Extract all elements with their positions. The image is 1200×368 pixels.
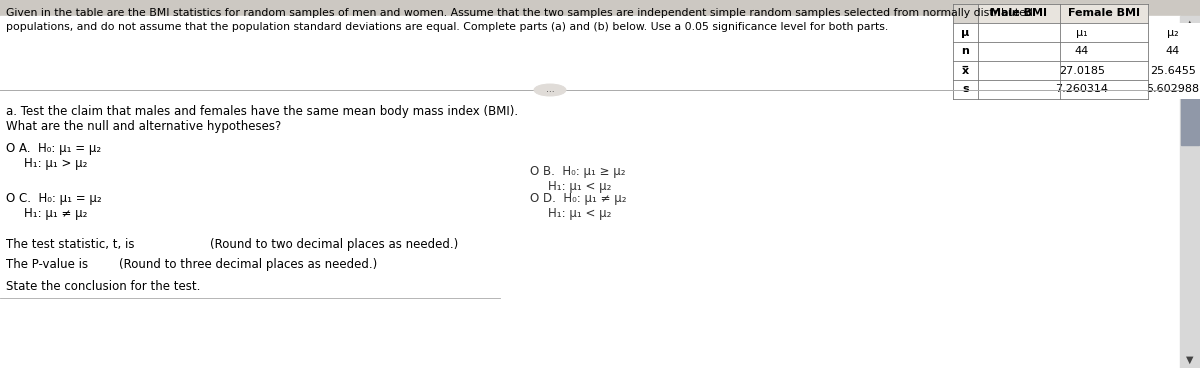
Text: 7.260314: 7.260314	[1056, 85, 1109, 95]
Text: 5.602988: 5.602988	[1146, 85, 1200, 95]
Bar	[1180, 16, 1200, 368]
Text: H₁: μ₁ < μ₂: H₁: μ₁ < μ₂	[548, 180, 611, 193]
Bar	[1042, 42, 1123, 61]
Bar	[0, 0, 1200, 16]
Bar	[92, 260, 112, 273]
Text: s: s	[962, 85, 968, 95]
Text: x̅: x̅	[962, 66, 970, 75]
Bar	[1042, 23, 1123, 42]
Text: O B.  H₀: μ₁ ≥ μ₂: O B. H₀: μ₁ ≥ μ₂	[530, 165, 625, 178]
Text: (Round to two decimal places as needed.): (Round to two decimal places as needed.)	[210, 238, 458, 251]
Text: H₁: μ₁ < μ₂: H₁: μ₁ < μ₂	[548, 207, 611, 220]
Bar	[1042, 61, 1123, 80]
Bar	[182, 240, 203, 253]
Bar	[1181, 90, 1199, 145]
Text: What are the null and alternative hypotheses?: What are the null and alternative hypoth…	[6, 120, 281, 133]
Text: O D.  H₀: μ₁ ≠ μ₂: O D. H₀: μ₁ ≠ μ₂	[530, 192, 626, 205]
Text: ▼: ▼	[1187, 355, 1194, 365]
Text: Male BMI: Male BMI	[990, 8, 1048, 18]
Bar	[953, 61, 978, 80]
Bar	[953, 80, 978, 99]
Bar	[953, 4, 978, 23]
Bar	[1060, 4, 1148, 23]
Text: a. Test the claim that males and females have the same mean body mass index (BMI: a. Test the claim that males and females…	[6, 105, 518, 118]
Text: O A.  H₀: μ₁ = μ₂: O A. H₀: μ₁ = μ₂	[6, 142, 101, 155]
Bar	[1129, 23, 1200, 42]
Text: 25.6455: 25.6455	[1150, 66, 1196, 75]
Bar	[1129, 42, 1200, 61]
Text: μ: μ	[961, 28, 970, 38]
Text: H₁: μ₁ ≠ μ₂: H₁: μ₁ ≠ μ₂	[24, 207, 88, 220]
Text: populations, and do not assume that the population standard deviations are equal: populations, and do not assume that the …	[6, 22, 888, 32]
Text: The P-value is: The P-value is	[6, 258, 88, 271]
Bar	[1129, 61, 1200, 80]
Text: (Round to three decimal places as needed.): (Round to three decimal places as needed…	[119, 258, 377, 271]
Bar	[1129, 80, 1200, 99]
Bar	[978, 4, 1060, 23]
Ellipse shape	[534, 84, 566, 96]
Text: O C.  H₀: μ₁ = μ₂: O C. H₀: μ₁ = μ₂	[6, 192, 102, 205]
Bar	[953, 42, 978, 61]
Text: ...: ...	[546, 85, 554, 95]
Text: The test statistic, t, is: The test statistic, t, is	[6, 238, 134, 251]
Text: μ₁: μ₁	[1076, 28, 1088, 38]
Text: State the conclusion for the test.: State the conclusion for the test.	[6, 280, 200, 293]
Text: μ₂: μ₂	[1168, 28, 1178, 38]
Bar	[953, 23, 978, 42]
Bar	[1042, 80, 1123, 99]
Text: ▲: ▲	[1187, 19, 1194, 29]
Text: 44: 44	[1075, 46, 1090, 57]
Text: H₁: μ₁ > μ₂: H₁: μ₁ > μ₂	[24, 157, 88, 170]
Text: n: n	[961, 46, 970, 57]
Text: Female BMI: Female BMI	[1068, 8, 1140, 18]
Text: Given in the table are the BMI statistics for random samples of men and women. A: Given in the table are the BMI statistic…	[6, 8, 1033, 18]
Text: 44: 44	[1166, 46, 1180, 57]
Bar	[953, 4, 1148, 99]
Text: 27.0185: 27.0185	[1060, 66, 1105, 75]
